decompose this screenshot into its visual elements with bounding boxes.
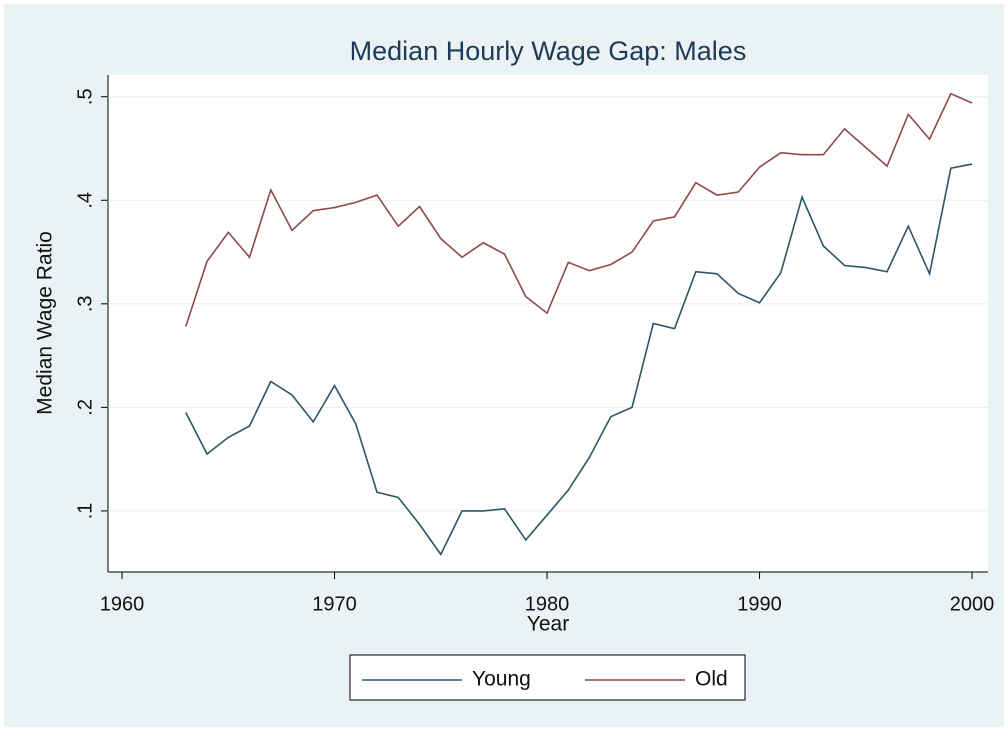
x-axis-label: Year [527,613,569,636]
line-series [185,163,973,556]
y-tick-label: .5 [74,88,96,105]
x-tick-label: 1980 [525,593,570,615]
y-tick-label: .4 [74,192,96,209]
x-tick-label: 1960 [100,593,145,615]
legend-label: Young [472,668,531,691]
y-tick-label: .3 [74,295,96,312]
legend [349,654,746,701]
x-tick-label: 1990 [737,593,782,615]
y-tick-label: .1 [74,503,96,520]
y-tick-label: .2 [74,399,96,416]
legend-label: Old [695,668,728,691]
y-axis-label: Median Wage Ratio [34,231,57,415]
plot-area [108,75,988,572]
x-tick-label: 2000 [950,593,995,615]
line-series [185,92,973,327]
x-tick-label: 1970 [312,593,357,615]
chart-title: Median Hourly Wage Gap: Males [350,36,747,66]
